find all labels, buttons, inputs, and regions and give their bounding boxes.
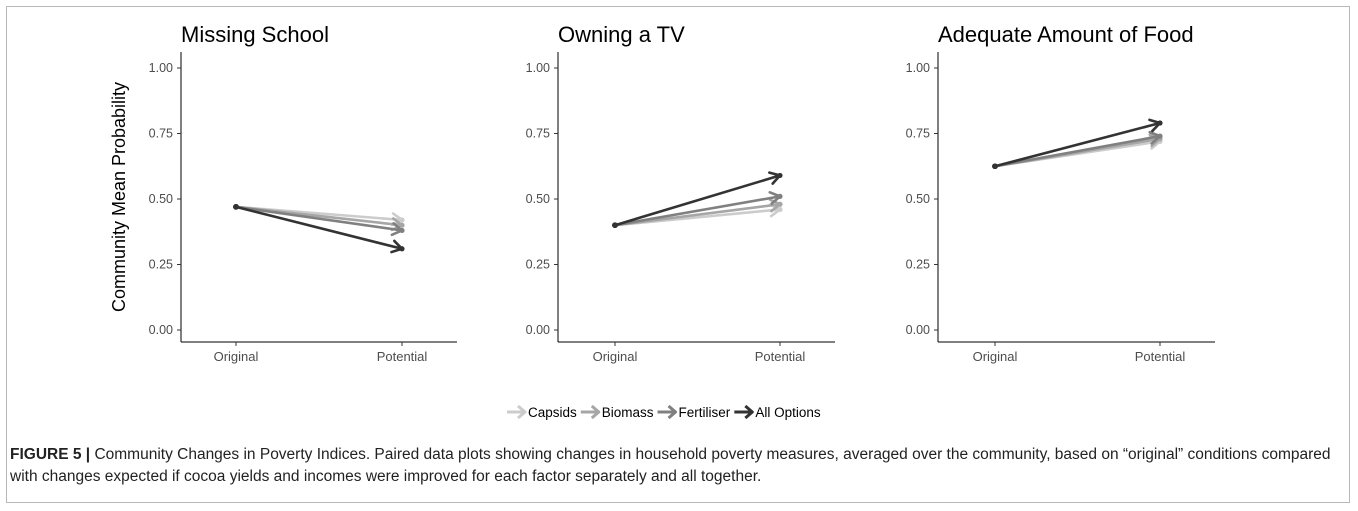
x-tick-label: Potential xyxy=(755,349,806,364)
legend-label: Capsids xyxy=(528,405,577,420)
figure-charts: Missing School 0.00 0.25 0.50 0.75 1.00 Origin… xyxy=(109,22,1215,420)
x-tick-label: Original xyxy=(593,349,638,364)
y-tick-label: 1.00 xyxy=(906,61,930,75)
y-tick-label: 0.00 xyxy=(526,323,550,337)
chart-title: Adequate Amount of Food xyxy=(938,22,1194,47)
legend-label: Fertiliser xyxy=(679,405,731,420)
series-line-all-options xyxy=(234,205,404,251)
series-end-point xyxy=(777,172,783,179)
y-tick-label: 0.50 xyxy=(906,192,930,206)
y-tick-label: 1.00 xyxy=(526,61,550,75)
chart-title: Owning a TV xyxy=(558,22,685,47)
series-end-point xyxy=(777,206,783,213)
x-tick-label: Potential xyxy=(1135,349,1186,364)
panel-1: Missing School 0.00 0.25 0.50 0.75 1.00 Origin… xyxy=(109,22,457,364)
y-tick-label: 0.50 xyxy=(149,192,173,206)
legend-swatch-arrow xyxy=(744,404,754,420)
y-tick-label: 0.00 xyxy=(906,323,930,337)
series-start-point xyxy=(612,222,618,228)
figure-frame xyxy=(6,6,1350,503)
series-line-fertiliser xyxy=(613,195,782,227)
legend: Capsids Biomass Fertiliser All Options xyxy=(507,404,821,420)
x-tick-label: Potential xyxy=(377,349,428,364)
legend-key-fertiliser: Fertiliser xyxy=(657,404,731,420)
caption-text: Community Changes in Poverty Indices. Pa… xyxy=(10,446,1331,485)
y-tick-label: 0.25 xyxy=(149,258,173,272)
legend-swatch-arrow xyxy=(517,404,527,420)
legend-swatch-arrow xyxy=(590,404,601,420)
x-tick-label: Original xyxy=(214,349,259,364)
figure-caption: FIGURE 5 | Community Changes in Poverty … xyxy=(10,444,1340,488)
legend-label: All Options xyxy=(755,405,821,420)
y-tick-label: 0.25 xyxy=(906,258,930,272)
y-tick-label: 0.00 xyxy=(149,323,173,337)
y-tick-label: 0.75 xyxy=(149,127,173,141)
chart-title: Missing School xyxy=(181,22,329,47)
legend-label: Biomass xyxy=(602,405,654,420)
caption-label: FIGURE 5 | xyxy=(10,446,91,463)
series-start-point xyxy=(992,163,998,170)
x-tick-label: Original xyxy=(973,349,1018,364)
y-tick-label: 1.00 xyxy=(149,61,173,75)
panel-3: Adequate Amount of Food 0.00 0.25 0.50 0.75 1… xyxy=(906,22,1215,364)
series-start-point xyxy=(233,204,239,210)
y-tick-label: 0.25 xyxy=(526,258,550,272)
series-end-point xyxy=(1157,133,1163,139)
y-tick-label: 0.75 xyxy=(906,127,930,141)
series-line-fertiliser xyxy=(993,134,1162,168)
legend-swatch-arrow xyxy=(667,404,678,420)
legend-key-all-options: All Options xyxy=(734,404,821,420)
y-axis-label: Community Mean Probability xyxy=(109,82,129,312)
series-end-point xyxy=(1157,120,1163,126)
series-line-all-options xyxy=(613,174,782,227)
legend-key-biomass: Biomass xyxy=(580,404,654,420)
series-end-point xyxy=(399,222,405,228)
y-tick-label: 0.75 xyxy=(526,127,550,141)
panel-2: Owning a TV 0.00 0.25 0.50 0.75 1.00 Original P… xyxy=(526,22,835,364)
legend-key-capsids: Capsids xyxy=(507,404,577,420)
series-end-point xyxy=(399,227,405,234)
series-line-all-options xyxy=(993,121,1162,168)
series-end-point xyxy=(399,246,405,252)
series-end-point xyxy=(777,193,783,199)
series-line-fertiliser xyxy=(234,205,404,232)
series-end-point xyxy=(399,217,405,223)
y-tick-label: 0.50 xyxy=(526,192,550,206)
series-end-point xyxy=(777,201,783,207)
